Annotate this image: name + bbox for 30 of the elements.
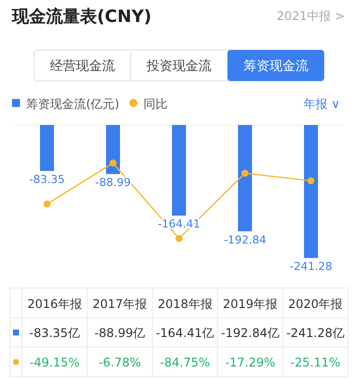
- x-tick-label: 2020年报: [288, 297, 343, 311]
- text: -241.28亿: [286, 326, 345, 340]
- text: -83.35亿: [29, 326, 80, 340]
- title: 现金流量表(CNY): [12, 7, 152, 27]
- x-tick-label: 2018年报: [158, 297, 212, 311]
- data-label: -241.28: [290, 260, 332, 273]
- x-tick-label: 2017年报: [92, 297, 148, 311]
- data-label: -6.78%: [98, 356, 142, 370]
- text: 2021中报 >: [276, 9, 345, 23]
- point: [308, 177, 314, 184]
- point: [110, 160, 116, 167]
- text: -192.84亿: [221, 326, 280, 340]
- point: [44, 200, 50, 208]
- legend-label: 同比: [143, 97, 168, 111]
- legend-label: 筹资现金流(亿元): [26, 97, 120, 111]
- data-label: -192.84: [224, 233, 266, 246]
- data-label: -88.99: [95, 176, 131, 190]
- x-tick-label: 2016年报: [27, 297, 82, 311]
- tabs: 经营现金流 投资现金流 筹资现金流: [34, 50, 325, 82]
- point: [242, 170, 248, 177]
- data-label: -25.11%: [290, 356, 340, 370]
- data-label: -83.35: [29, 172, 65, 186]
- text: -164.41亿: [156, 326, 214, 340]
- data-label: -17.29%: [225, 356, 276, 370]
- text: -88.99亿: [94, 326, 146, 340]
- x-tick-label: 2019年报: [222, 297, 278, 311]
- data-label: -49.15%: [30, 356, 80, 370]
- text: 年报 ∨: [303, 97, 340, 111]
- data-label: -84.75%: [160, 356, 210, 370]
- point: [176, 235, 182, 242]
